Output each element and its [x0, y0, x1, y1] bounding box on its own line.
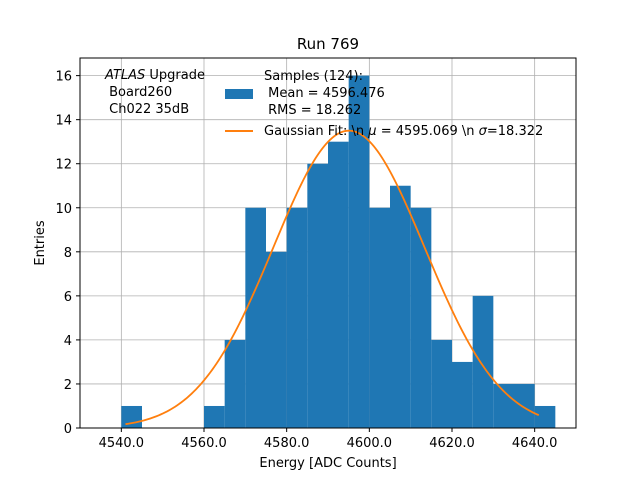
y-tick-label: 0 — [64, 422, 72, 437]
histogram-bar — [245, 207, 266, 428]
histogram-bar — [224, 339, 246, 428]
histogram-bar — [514, 383, 535, 428]
histogram-bar — [452, 361, 473, 428]
legend-histogram-line-1: Samples (124): — [264, 69, 363, 84]
y-tick-label: 2 — [64, 378, 72, 393]
y-axis-ticks: 0 2 4 6 8 10 12 14 16 — [55, 70, 80, 437]
plot-frame — [79, 57, 577, 429]
annotation: ATLAS Upgrade Board260 Ch022 35dB — [104, 68, 205, 117]
histogram-bar — [472, 295, 494, 428]
x-axis-title: Energy [ADC Counts] — [259, 456, 396, 471]
y-tick-label: 12 — [55, 158, 72, 173]
chart-title: Run 769 — [297, 35, 359, 53]
x-tick-label: 4640.0 — [512, 436, 558, 451]
histogram-bar — [348, 75, 370, 428]
x-tick-label: 4620.0 — [429, 436, 475, 451]
x-tick-label: 4600.0 — [347, 436, 393, 451]
y-tick-label: 4 — [64, 334, 72, 349]
y-tick-label: 8 — [64, 246, 72, 261]
annotation-line-3: Ch022 35dB — [105, 102, 189, 117]
annotation-line-2: Board260 — [105, 85, 172, 100]
legend-histogram-line-2: Mean = 4596.476 — [264, 86, 385, 101]
annotation-line-1: ATLAS Upgrade — [104, 68, 205, 83]
annotation-line-1-rest: Upgrade — [145, 68, 205, 83]
histogram-bars — [121, 75, 556, 428]
annotation-italic-word: ATLAS — [104, 68, 145, 83]
histogram-bar — [204, 405, 225, 428]
x-tick-label: 4580.0 — [264, 436, 310, 451]
y-tick-label: 10 — [55, 202, 72, 217]
histogram-bar — [121, 405, 142, 428]
x-tick-label: 4540.0 — [99, 436, 145, 451]
histogram-bar — [431, 339, 452, 428]
x-axis-ticks: 4540.0 4560.0 4580.0 4600.0 4620.0 4640.0 — [99, 428, 558, 451]
legend-histogram-line-3: RMS = 18.262 — [264, 103, 361, 118]
histogram-bar — [266, 251, 287, 428]
histogram-bar — [328, 141, 349, 428]
histogram-bar — [307, 163, 328, 428]
gaussian-fit-curve — [125, 129, 540, 426]
histogram-bar — [286, 207, 308, 428]
y-axis-title: Entries — [33, 220, 48, 266]
histogram-bar — [410, 207, 432, 428]
y-tick-label: 16 — [55, 70, 72, 85]
histogram-bar — [369, 207, 390, 428]
histogram-bar — [390, 185, 411, 428]
gaussian-fit — [125, 129, 540, 426]
y-tick-label: 14 — [55, 114, 72, 129]
legend-histogram-swatch — [225, 89, 253, 99]
histogram-bar — [534, 405, 556, 428]
legend: Samples (124): Mean = 4596.476 RMS = 18.… — [225, 69, 543, 139]
x-tick-label: 4560.0 — [181, 436, 227, 451]
legend-fit-label: Gaussian Fit: \n μ = 4595.069 \n σ=18.32… — [264, 124, 543, 139]
y-tick-label: 6 — [64, 290, 72, 305]
